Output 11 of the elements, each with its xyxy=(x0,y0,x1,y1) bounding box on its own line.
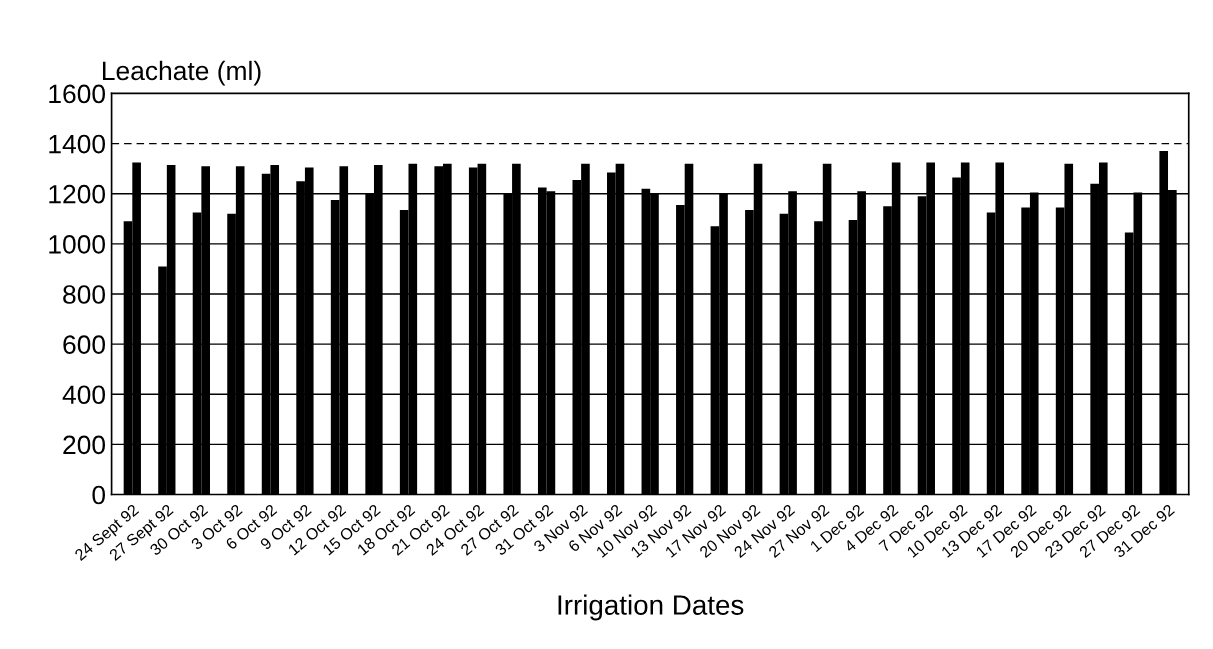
y-tick-label: 0 xyxy=(92,485,106,505)
y-tick-label: 1000 xyxy=(49,235,106,254)
y-axis-title: Leachate (ml) xyxy=(102,60,261,86)
y-tick-label: 1400 xyxy=(49,134,106,154)
y-tick-label: 800 xyxy=(63,285,106,304)
y-tick-label: 200 xyxy=(63,435,106,455)
y-tick-label: 400 xyxy=(62,385,106,405)
y-tick-label: 600 xyxy=(63,335,106,354)
x-axis-title: Irrigation Dates xyxy=(558,594,744,621)
y-tick-label: 1200 xyxy=(49,184,106,204)
y-tick-label: 1600 xyxy=(49,84,106,104)
